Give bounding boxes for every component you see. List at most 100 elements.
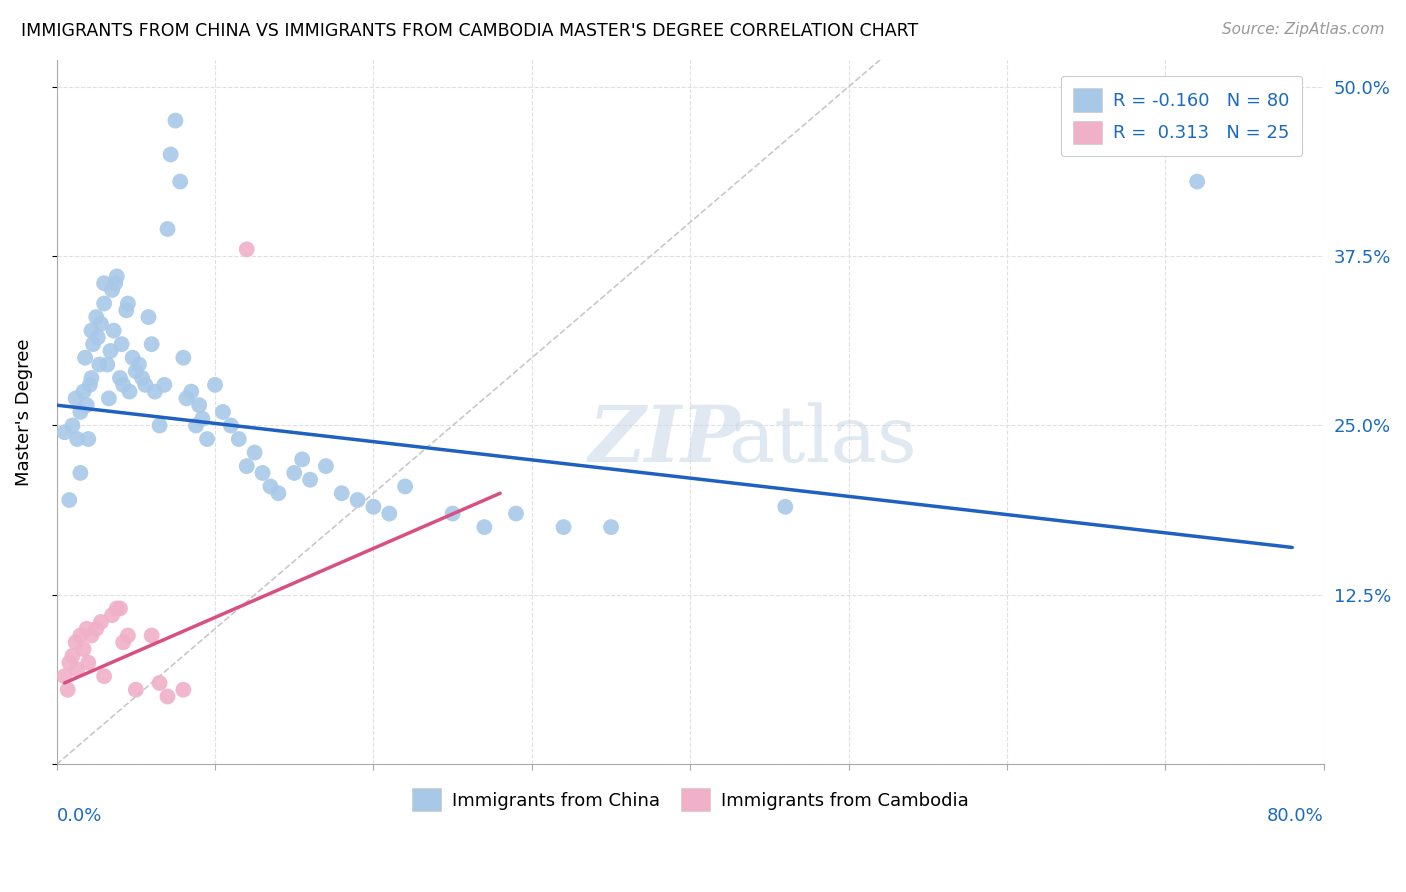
Point <box>90 615 112 629</box>
Point <box>90 317 112 331</box>
Point <box>291 452 314 467</box>
Point <box>125 364 148 378</box>
Point <box>191 411 214 425</box>
Point <box>156 222 179 236</box>
Point <box>169 175 191 189</box>
Point <box>108 601 131 615</box>
Point <box>153 377 176 392</box>
Point <box>65 635 87 649</box>
Point <box>204 377 226 392</box>
Point <box>112 635 135 649</box>
Point <box>96 358 118 372</box>
Point <box>176 392 198 406</box>
Point <box>69 628 91 642</box>
Point <box>103 324 125 338</box>
Point <box>87 330 110 344</box>
Text: IMMIGRANTS FROM CHINA VS IMMIGRANTS FROM CAMBODIA MASTER'S DEGREE CORRELATION CH: IMMIGRANTS FROM CHINA VS IMMIGRANTS FROM… <box>21 22 918 40</box>
Point <box>101 608 124 623</box>
Point <box>143 384 166 399</box>
Point <box>159 147 181 161</box>
Point <box>283 466 305 480</box>
Point <box>505 507 527 521</box>
Point <box>66 432 89 446</box>
Point <box>84 622 107 636</box>
Point <box>212 405 235 419</box>
Point <box>72 384 94 399</box>
Point <box>141 337 163 351</box>
Point <box>219 418 242 433</box>
Point <box>82 337 104 351</box>
Point <box>58 493 80 508</box>
Point <box>128 358 150 372</box>
Point <box>69 405 91 419</box>
Point <box>156 690 179 704</box>
Point <box>65 392 87 406</box>
Point <box>69 466 91 480</box>
Point <box>79 377 101 392</box>
Point <box>172 682 194 697</box>
Point <box>76 622 98 636</box>
Point <box>117 296 139 310</box>
Point <box>77 432 100 446</box>
Point <box>138 310 160 324</box>
Point <box>101 283 124 297</box>
Point <box>89 358 111 372</box>
Point <box>58 656 80 670</box>
Point <box>259 479 281 493</box>
Point <box>315 459 337 474</box>
Point <box>472 520 495 534</box>
Point <box>80 371 103 385</box>
Point <box>104 276 127 290</box>
Point <box>93 669 115 683</box>
Point <box>84 310 107 324</box>
Text: 0.0%: 0.0% <box>56 806 103 824</box>
Point <box>363 500 385 514</box>
Point <box>53 669 76 683</box>
Point <box>600 520 623 534</box>
Point <box>394 479 416 493</box>
Point <box>105 269 128 284</box>
Point <box>76 398 98 412</box>
Point <box>188 398 211 412</box>
Text: Source: ZipAtlas.com: Source: ZipAtlas.com <box>1222 22 1385 37</box>
Y-axis label: Master's Degree: Master's Degree <box>15 338 32 485</box>
Point <box>243 445 266 459</box>
Point <box>118 384 141 399</box>
Text: ZIP: ZIP <box>589 402 741 478</box>
Point <box>80 324 103 338</box>
Point <box>1185 175 1208 189</box>
Point <box>105 601 128 615</box>
Point <box>346 493 368 508</box>
Point <box>775 500 797 514</box>
Point <box>56 682 79 697</box>
Point <box>75 351 97 365</box>
Point <box>112 377 135 392</box>
Point <box>121 351 143 365</box>
Point <box>252 466 274 480</box>
Point <box>235 459 257 474</box>
Point <box>100 343 122 358</box>
Point <box>180 384 202 399</box>
Point <box>228 432 250 446</box>
Legend: Immigrants from China, Immigrants from Cambodia: Immigrants from China, Immigrants from C… <box>405 781 976 819</box>
Point <box>77 656 100 670</box>
Point <box>553 520 575 534</box>
Text: 80.0%: 80.0% <box>1267 806 1324 824</box>
Point <box>165 113 187 128</box>
Point <box>299 473 322 487</box>
Point <box>441 507 464 521</box>
Point <box>131 371 153 385</box>
Point <box>62 648 84 663</box>
Point <box>134 377 156 392</box>
Point <box>195 432 218 446</box>
Point <box>80 628 103 642</box>
Point <box>93 296 115 310</box>
Point <box>72 642 94 657</box>
Point <box>53 425 76 440</box>
Text: atlas: atlas <box>728 402 917 478</box>
Point <box>184 418 207 433</box>
Point <box>97 392 120 406</box>
Point <box>148 418 170 433</box>
Point <box>115 303 138 318</box>
Point <box>108 371 131 385</box>
